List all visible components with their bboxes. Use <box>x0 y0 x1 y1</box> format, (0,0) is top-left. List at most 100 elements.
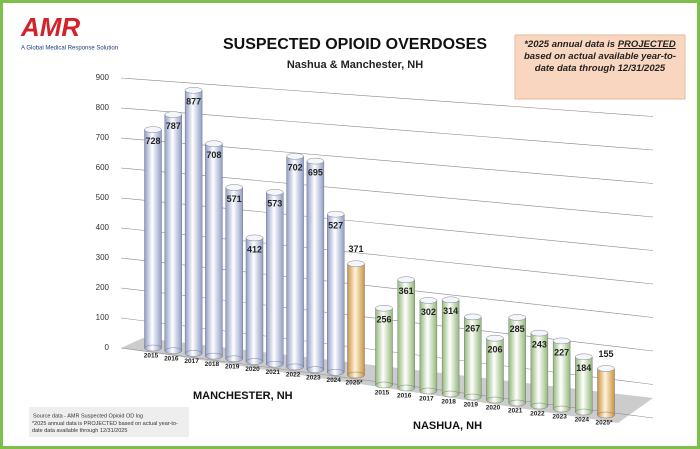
bar <box>164 111 183 354</box>
bar-base <box>266 361 284 368</box>
x-tick-label: 2025* <box>596 420 613 427</box>
bar <box>441 296 460 398</box>
bar-body <box>266 192 284 365</box>
y-tick-label: 500 <box>96 193 110 202</box>
note-emphasis: PROJECTED <box>617 39 676 50</box>
value-label: 206 <box>487 345 502 355</box>
bar-base <box>552 405 571 413</box>
x-tick-label: 2018 <box>205 361 220 368</box>
bar-top <box>597 365 615 372</box>
bar <box>205 140 223 360</box>
bar-base <box>164 347 183 354</box>
bar-base <box>464 393 482 401</box>
grid-line <box>120 107 654 151</box>
bar-base <box>205 352 223 360</box>
value-label: 877 <box>186 97 201 107</box>
bar-base <box>327 369 345 376</box>
y-tick-label: 600 <box>96 163 110 172</box>
value-label: 243 <box>532 339 547 349</box>
bar-base <box>486 396 504 404</box>
bar-top <box>552 337 571 345</box>
bar-base <box>245 358 264 365</box>
x-tick-label: 2017 <box>419 396 434 403</box>
value-label: 412 <box>247 244 262 254</box>
x-tick-label: 2020 <box>486 405 501 412</box>
bar <box>419 297 438 395</box>
bar-top <box>441 296 460 303</box>
y-tick-label: 700 <box>96 133 110 142</box>
bar-top <box>530 329 549 337</box>
value-label: 256 <box>376 315 391 325</box>
logo-tagline: A Global Medical Response Solution <box>21 46 118 52</box>
bar-base <box>225 355 243 362</box>
bar-top <box>225 184 243 191</box>
value-label: 571 <box>227 194 242 204</box>
bar-body <box>306 160 325 370</box>
bar-body <box>205 143 223 357</box>
bar-base <box>144 344 162 352</box>
x-tick-label: 2025* <box>346 380 363 387</box>
bar-top <box>397 276 415 283</box>
bar-base <box>441 390 460 398</box>
note-text: based on actual available year-to-date d… <box>523 51 677 74</box>
y-tick-label: 300 <box>96 253 110 262</box>
bar-top <box>286 153 304 160</box>
bar-top <box>184 87 203 94</box>
series-label: MANCHESTER, NH <box>193 390 293 402</box>
bar <box>266 189 284 368</box>
x-tick-label: 2022 <box>286 372 301 379</box>
bar <box>530 329 549 410</box>
bar-base <box>597 411 615 419</box>
value-label: 527 <box>328 221 343 231</box>
bar-top <box>327 210 345 218</box>
bar-top <box>419 297 438 304</box>
bar-top <box>575 353 593 360</box>
bar-base <box>419 387 438 395</box>
value-label: 155 <box>598 349 613 359</box>
bar <box>144 126 162 352</box>
bar-body <box>597 368 615 416</box>
value-label: 728 <box>145 136 160 146</box>
source-box <box>29 407 189 437</box>
value-label: 708 <box>206 150 221 160</box>
x-tick-label: 2024 <box>326 377 341 384</box>
x-tick-label: 2016 <box>164 355 179 362</box>
x-tick-label: 2022 <box>530 411 545 418</box>
bar <box>486 335 504 404</box>
bar <box>327 210 345 376</box>
bar-top <box>347 260 365 267</box>
bar-base <box>397 384 415 392</box>
bar <box>575 353 593 416</box>
value-label: 702 <box>288 163 303 173</box>
bar-top <box>144 126 162 133</box>
chart: AMR A Global Medical Response Solution S… <box>20 12 686 437</box>
chart-subtitle: Nashua & Manchester, NH <box>287 59 423 71</box>
bar-body <box>327 213 345 373</box>
bar-base <box>375 381 393 389</box>
bar <box>508 314 526 407</box>
bar-top <box>306 157 325 165</box>
bar <box>347 260 365 379</box>
bar-base <box>530 402 549 410</box>
y-tick-label: 400 <box>96 223 110 232</box>
bar <box>245 234 264 365</box>
bar-top <box>266 189 284 196</box>
value-label: 361 <box>399 286 414 296</box>
bar-top <box>486 335 504 342</box>
bar-body <box>245 237 264 362</box>
bar-base <box>508 399 526 407</box>
value-label: 787 <box>166 121 181 131</box>
x-tick-label: 2019 <box>464 402 479 409</box>
logo: AMR <box>20 12 80 42</box>
x-tick-label: 2024 <box>575 417 590 424</box>
bar <box>552 337 571 413</box>
value-label: 371 <box>348 244 363 254</box>
value-label: 227 <box>554 347 569 357</box>
bar <box>184 87 203 357</box>
series-label: NASHUA, NH <box>413 420 482 432</box>
bar-body <box>225 187 243 360</box>
bar-body <box>144 129 162 349</box>
value-label: 302 <box>421 307 436 317</box>
x-tick-label: 2019 <box>225 364 240 371</box>
